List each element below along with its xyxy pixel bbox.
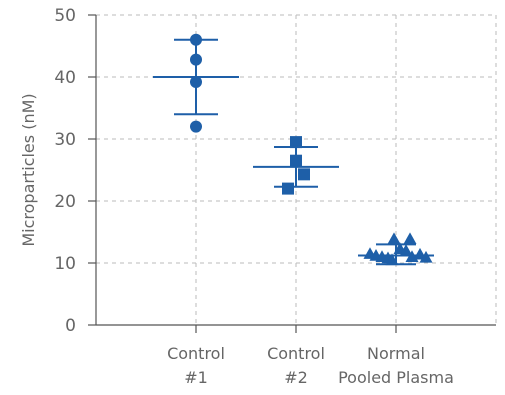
category-label: Pooled Plasma — [338, 368, 454, 387]
axes — [88, 14, 496, 333]
data-point-square — [290, 154, 302, 167]
data-point-circle — [190, 53, 202, 66]
data-point-circle — [190, 75, 202, 88]
y-tick-label: 10 — [54, 254, 76, 274]
category-label: #2 — [284, 368, 308, 387]
series-group — [358, 232, 434, 266]
y-axis-title: Microparticles (nM) — [19, 93, 38, 246]
data-marks — [153, 33, 434, 266]
category-label: Control — [167, 344, 225, 363]
data-point-circle — [190, 33, 202, 46]
y-tick-label: 0 — [65, 316, 76, 336]
y-tick-label: 50 — [54, 6, 76, 26]
data-point-triangle — [387, 232, 401, 245]
category-label: #1 — [184, 368, 208, 387]
series-group — [153, 33, 239, 133]
category-labels: Control #1 Control #2 Normal Pooled Plasma — [167, 344, 454, 387]
data-point-circle — [190, 120, 202, 133]
data-point-triangle — [385, 253, 399, 266]
y-tick-label: 20 — [54, 192, 76, 212]
category-label: Control — [267, 344, 325, 363]
y-tick-label: 30 — [54, 130, 76, 150]
data-point-square — [282, 182, 294, 195]
data-point-triangle — [419, 250, 433, 263]
data-point-square — [298, 168, 310, 181]
category-label: Normal — [367, 344, 425, 363]
series-group — [253, 136, 339, 195]
data-point-triangle — [403, 232, 417, 245]
y-tick-label: 40 — [54, 68, 76, 88]
y-tick-labels: 0 10 20 30 40 50 — [54, 6, 76, 336]
data-point-triangle — [399, 244, 413, 256]
data-point-square — [290, 136, 302, 149]
